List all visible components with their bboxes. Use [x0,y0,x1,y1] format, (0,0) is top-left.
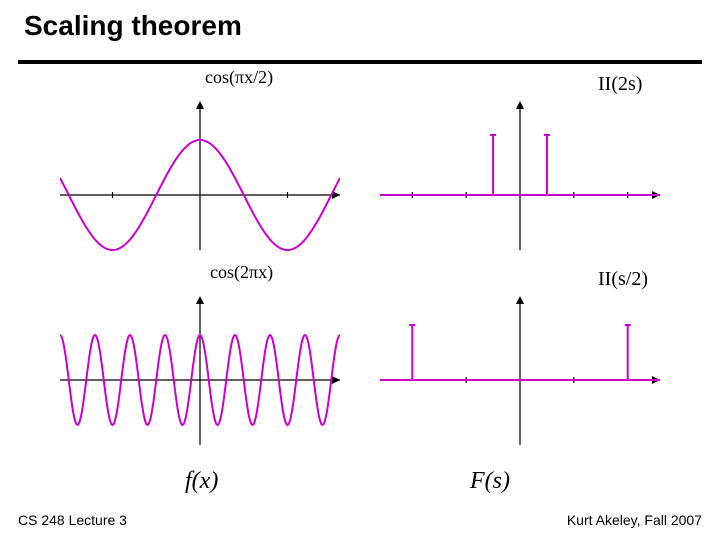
plot-grid: cos(πx/2) II(2s) cos(2πx) II(s/2) [60,95,660,455]
plot-label-impulses-narrow: II(2s) [598,73,642,96]
x-axis-label-f-of-x: f(x) [185,468,218,495]
plot-label-cos-slow: cos(πx/2) [205,67,273,88]
plot-cos-fast: cos(2πx) [60,290,340,450]
plot-impulses-wide: II(s/2) [380,290,660,450]
footer-course: CS 248 Lecture 3 [18,512,127,528]
plot-label-impulses-wide: II(s/2) [598,268,648,291]
x-axis-label-F-of-s: F(s) [470,468,510,495]
slide-title: Scaling theorem [24,10,242,42]
plot-label-cos-fast: cos(2πx) [210,262,273,283]
plot-cos-slow: cos(πx/2) [60,95,340,255]
footer-author: Kurt Akeley, Fall 2007 [567,512,702,528]
title-underline [18,60,702,64]
plot-impulses-narrow: II(2s) [380,95,660,255]
